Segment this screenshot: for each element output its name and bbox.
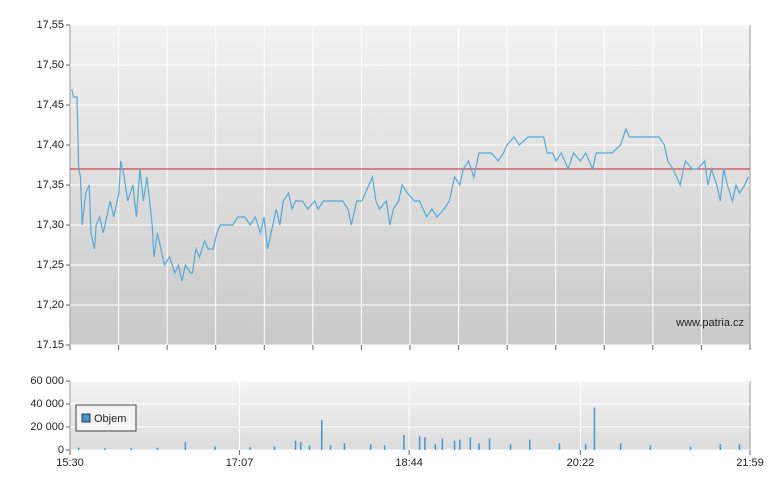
y-tick-label: 40 000 [30, 398, 64, 410]
y-tick-label: 20 000 [30, 421, 64, 433]
volume-bar [509, 444, 512, 450]
volume-bar [156, 447, 159, 450]
x-tick-label: 17:07 [226, 457, 254, 469]
volume-bar [619, 443, 622, 450]
plot-area [69, 380, 751, 451]
y-tick-label: 17,40 [36, 139, 64, 151]
x-tick-label: 20:22 [567, 457, 595, 469]
volume-bar [130, 448, 132, 450]
y-tick-label: 0 [58, 444, 64, 456]
x-tick-label: 21:59 [736, 457, 764, 469]
volume-bar [528, 439, 531, 450]
legend-swatch [81, 413, 91, 423]
watermark: www.patria.cz [675, 317, 744, 329]
legend-label: Objem [94, 413, 126, 425]
y-tick-label: 17,35 [36, 179, 64, 191]
volume-bar [488, 438, 491, 450]
volume-bar [418, 436, 421, 450]
price-line [71, 88, 749, 282]
x-tick-label: 15:30 [56, 457, 84, 469]
y-tick-label: 17,30 [36, 219, 64, 231]
volume-bar [77, 447, 80, 450]
volume-bar [469, 437, 472, 450]
volume-bar [459, 439, 461, 450]
volume-bar [104, 448, 106, 450]
y-tick-label: 17.15 [36, 339, 64, 351]
y-tick-label: 17,25 [36, 259, 64, 271]
volume-bar [329, 445, 332, 450]
y-tick-label: 17,50 [36, 59, 64, 71]
volume-bar [719, 444, 722, 450]
volume-bar [434, 444, 437, 450]
volume-bar [441, 438, 444, 450]
volume-bar [184, 441, 187, 450]
volume-bar [299, 441, 302, 450]
volume-bar [369, 444, 372, 450]
volume-bar [738, 444, 741, 450]
y-tick-label: 17,55 [36, 19, 64, 31]
volume-bar [453, 440, 456, 450]
volume-bar [308, 445, 311, 450]
volume-bar [478, 443, 480, 450]
y-tick-label: 60 000 [30, 375, 64, 387]
volume-bar [593, 407, 596, 450]
volume-bar [383, 445, 386, 450]
volume-bar [320, 420, 323, 450]
volume-bar [273, 446, 276, 450]
volume-bar [343, 443, 346, 450]
volume-bar [249, 447, 251, 450]
volume-bar [214, 446, 216, 450]
volume-bar [403, 435, 405, 450]
volume-bar [424, 437, 426, 450]
volume-bar [294, 440, 297, 450]
x-tick-label: 18:44 [395, 457, 423, 469]
volume-bar [689, 446, 692, 450]
volume-bar [649, 445, 652, 450]
volume-bar [558, 443, 561, 450]
y-tick-label: 17,20 [36, 299, 64, 311]
y-tick-label: 17,45 [36, 99, 64, 111]
volume-bar [584, 444, 587, 450]
